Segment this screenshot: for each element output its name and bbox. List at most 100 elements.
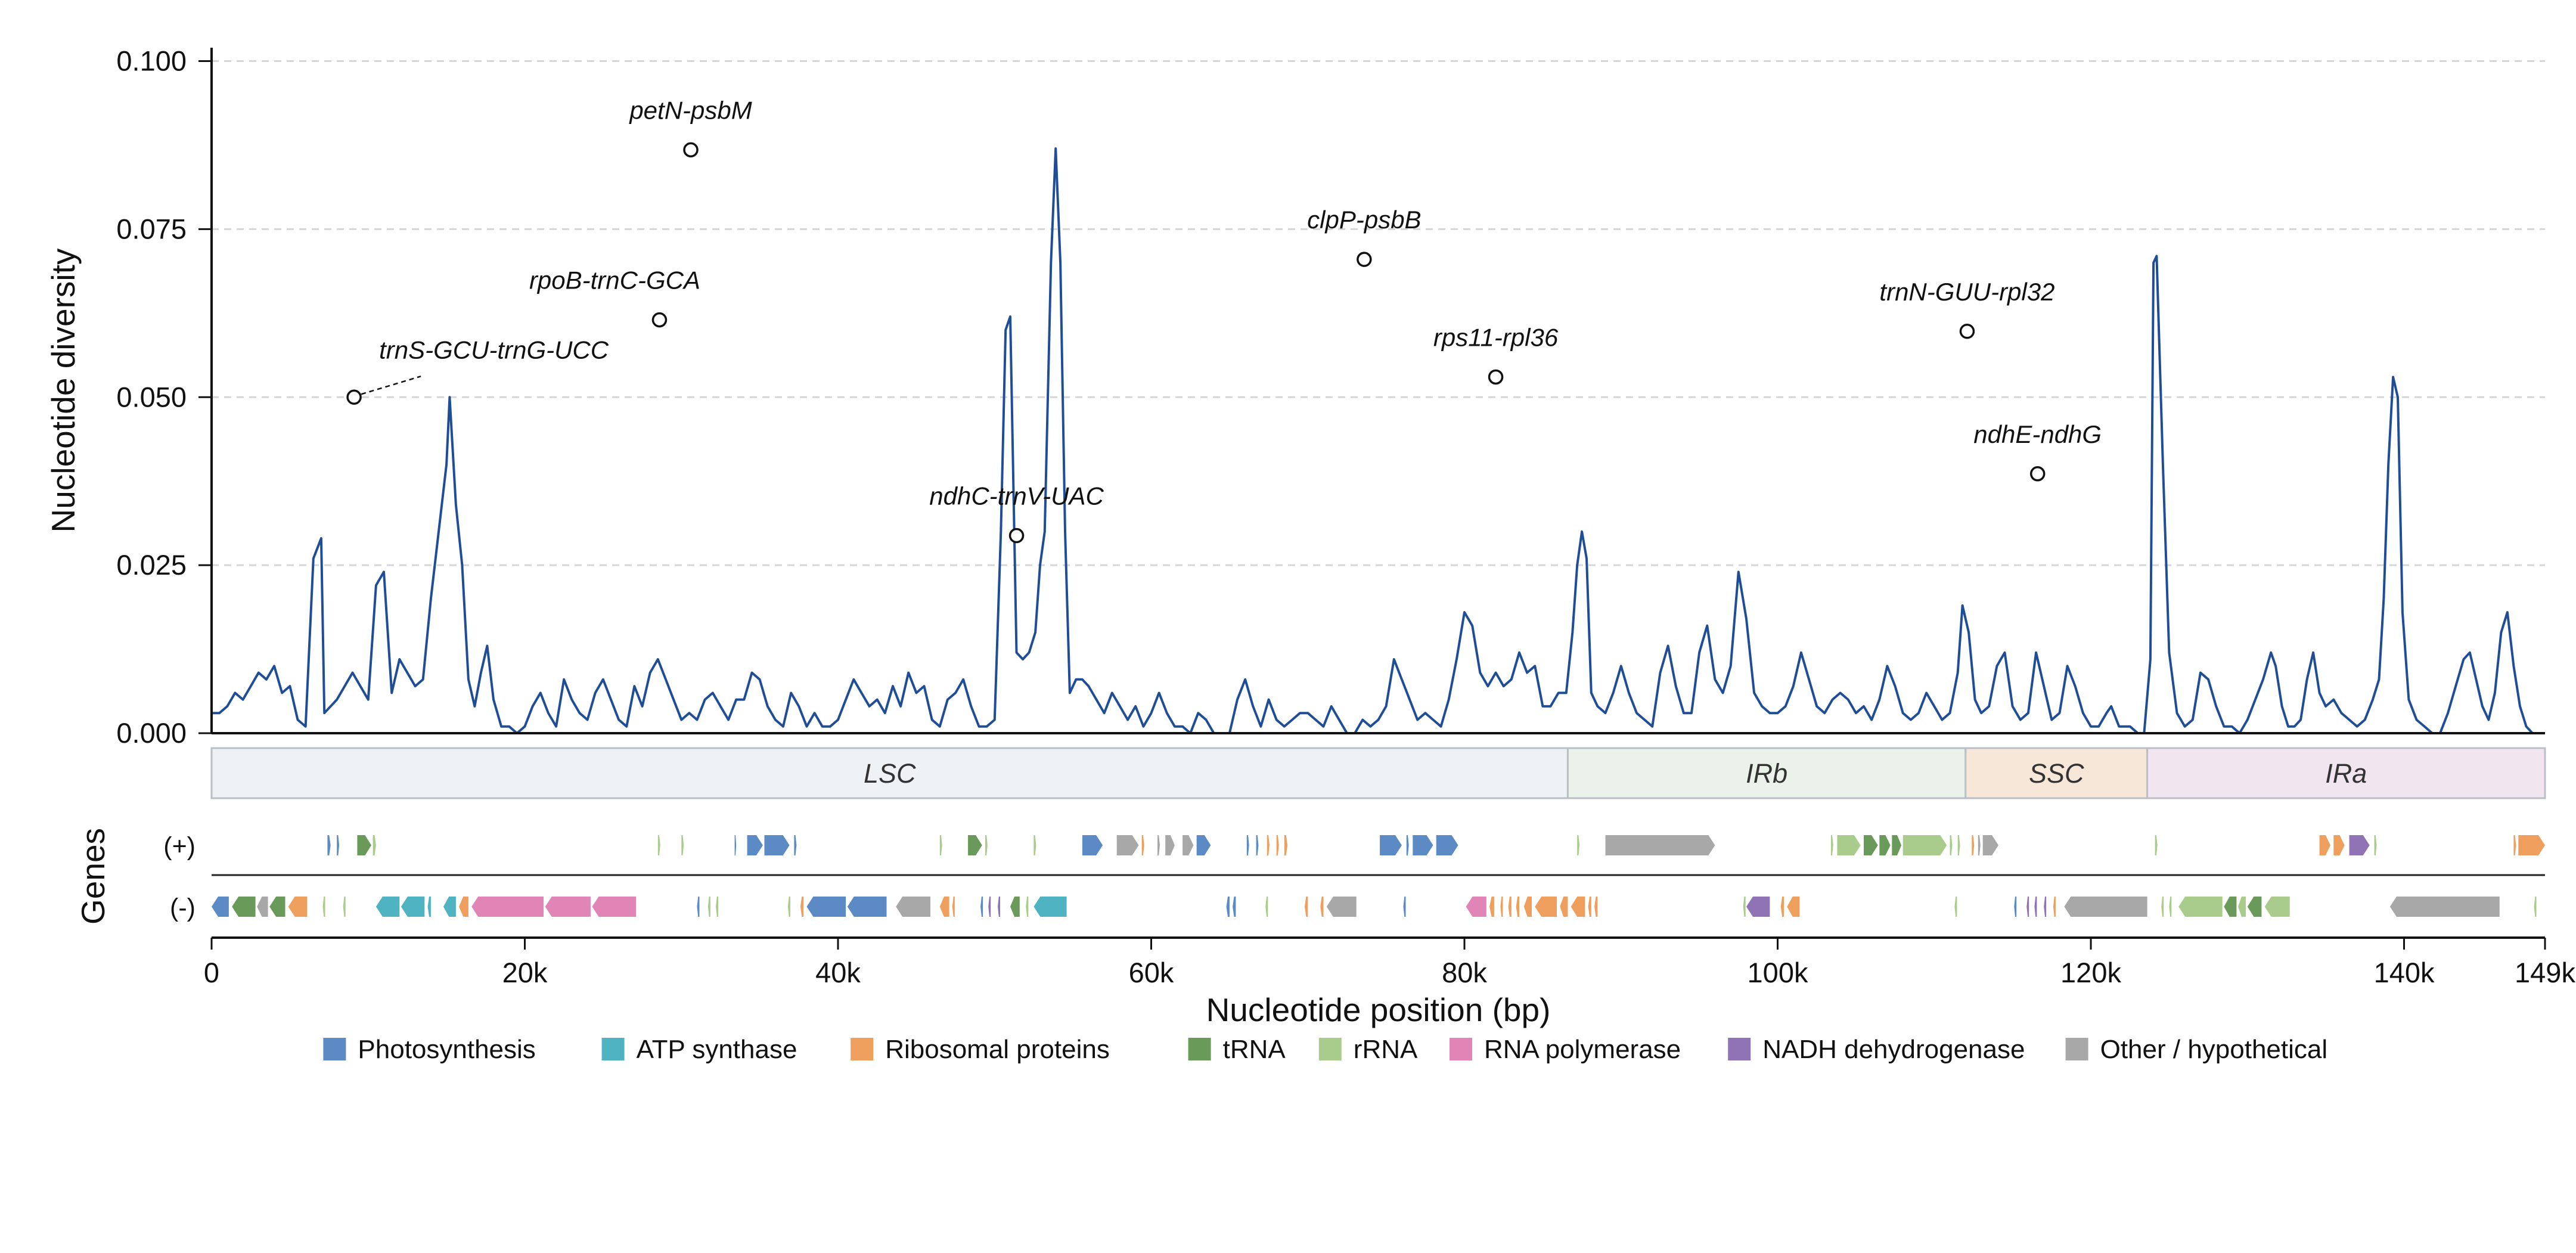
gene-arrow: [327, 835, 331, 855]
gene-arrow: [2238, 897, 2246, 917]
legend-item: tRNA: [1188, 1035, 1286, 1064]
gene-arrow: [1787, 897, 1800, 917]
gene-arrow: [1978, 835, 1981, 855]
diversity-line-plot: [212, 147, 2545, 734]
legend-swatch: [601, 1038, 625, 1060]
gene-arrow: [545, 897, 591, 917]
gene-arrow: [1743, 897, 1746, 917]
gene-arrow: [707, 897, 710, 917]
legend-item: NADH dehydrogenase: [1728, 1035, 2025, 1064]
legend-item: Ribosomal proteins: [851, 1035, 1110, 1064]
y-axis-ticks: 0.000 0.025 0.050 0.075 0.100: [116, 45, 212, 749]
gene-arrow: [1577, 835, 1580, 855]
peak-marker: [1488, 369, 1504, 385]
region-block: [1566, 747, 1967, 799]
gene-arrow: [2064, 897, 2147, 917]
gene-arrow: [1605, 835, 1715, 855]
gene-arrow: [697, 897, 700, 917]
gene-arrow: [2389, 897, 2500, 917]
gene-arrow: [980, 897, 983, 917]
gene-arrow: [1516, 897, 1519, 917]
peak-marker: [1959, 324, 1975, 339]
gene-arrow: [939, 835, 942, 855]
gene-arrow: [2053, 897, 2056, 917]
genome-region-bar: LSC IRb SSC IRa: [210, 747, 2546, 799]
gene-arrow: [357, 835, 371, 855]
gene-arrow: [1436, 835, 1458, 855]
gene-arrow: [1466, 897, 1486, 917]
gene-arrow: [1082, 835, 1103, 855]
gene-arrow: [1196, 835, 1211, 855]
gene-arrow: [985, 835, 988, 855]
gene-arrow: [1256, 835, 1259, 855]
gene-arrow: [800, 897, 804, 917]
diversity-line: [212, 147, 2545, 734]
gene-arrow: [1954, 897, 1957, 917]
gene-arrow: [1830, 835, 1833, 855]
gene-arrow: [1276, 835, 1279, 855]
x-tick-label: 140k: [2374, 957, 2435, 988]
peak-marker: [683, 142, 699, 158]
legend-item: Photosynthesis: [323, 1035, 536, 1064]
x-tick-label: 100k: [1748, 957, 1808, 988]
gene-arrow: [2247, 897, 2262, 917]
gene-arrow: [998, 897, 1000, 917]
gene-arrow: [257, 897, 268, 917]
gene-arrow: [939, 897, 949, 917]
gene-arrow: [681, 835, 684, 855]
gene-arrow: [787, 897, 790, 917]
region-block: [2146, 747, 2546, 799]
legend-item: rRNA: [1318, 1035, 1418, 1064]
gene-arrow: [1837, 835, 1861, 855]
legend: Photosynthesis ATP synthase Ribosomal prot…: [323, 1035, 2327, 1064]
legend-item: Other / hypothetical: [2065, 1035, 2328, 1064]
gene-arrow: [1500, 897, 1503, 917]
gene-arrow: [1403, 897, 1406, 917]
peak-label: ndhC-trnV-UAC: [929, 482, 1104, 510]
gene-arrow: [322, 897, 325, 917]
gene-arrow: [1116, 835, 1139, 855]
x-tick-label: 149k: [2515, 957, 2575, 988]
gene-arrow: [1284, 835, 1288, 855]
gene-arrow: [968, 835, 982, 855]
gene-track: [212, 835, 2545, 917]
peak-leader-line: [361, 376, 421, 395]
gene-arrow: [794, 835, 797, 855]
gene-arrow: [1588, 897, 1591, 917]
gene-arrow: [343, 897, 346, 917]
legend-swatch: [1728, 1038, 1751, 1060]
gene-arrow: [1892, 835, 1902, 855]
y-tick-label: 0.075: [116, 213, 187, 244]
x-tick-label: 0: [204, 957, 219, 988]
region-label: IRa: [2325, 758, 2367, 789]
gene-arrow: [269, 897, 285, 917]
gene-arrow: [1523, 897, 1532, 917]
gene-arrow: [1972, 835, 1975, 855]
gene-arrow: [337, 835, 340, 855]
peak-marker: [1357, 252, 1372, 267]
gene-arrow: [657, 835, 660, 855]
genes-axis-label: Genes: [75, 828, 111, 925]
peak-marker: [2029, 466, 2046, 482]
gene-arrow: [2026, 897, 2029, 917]
peak-label: rps11-rpl36: [1433, 323, 1559, 351]
gene-arrow: [2034, 897, 2037, 917]
y-tick-label: 0.000: [116, 717, 187, 749]
gene-arrow: [373, 835, 376, 855]
legend-label: Other / hypothetical: [2100, 1035, 2328, 1064]
peak-label: rpoB-trnC-GCA: [529, 266, 700, 294]
gene-arrow: [2374, 835, 2377, 855]
gene-arrow: [2349, 835, 2370, 855]
region-label: SSC: [2029, 758, 2084, 789]
peak-annotations: trnS-GCU-trnG-UCC rpoB-trnC-GCA petN-psbM n…: [346, 96, 2102, 544]
legend-label: ATP synthase: [637, 1035, 797, 1064]
gene-arrow: [2513, 835, 2516, 855]
gene-arrow: [1033, 897, 1067, 917]
legend-item: RNA polymerase: [1450, 1035, 1681, 1064]
gene-arrow: [847, 897, 887, 917]
gene-arrow: [1305, 897, 1308, 917]
gene-arrow: [1267, 835, 1270, 855]
gene-arrow: [443, 897, 456, 917]
strand-minus-label: (-): [170, 894, 195, 922]
gene-arrow: [2044, 897, 2047, 917]
